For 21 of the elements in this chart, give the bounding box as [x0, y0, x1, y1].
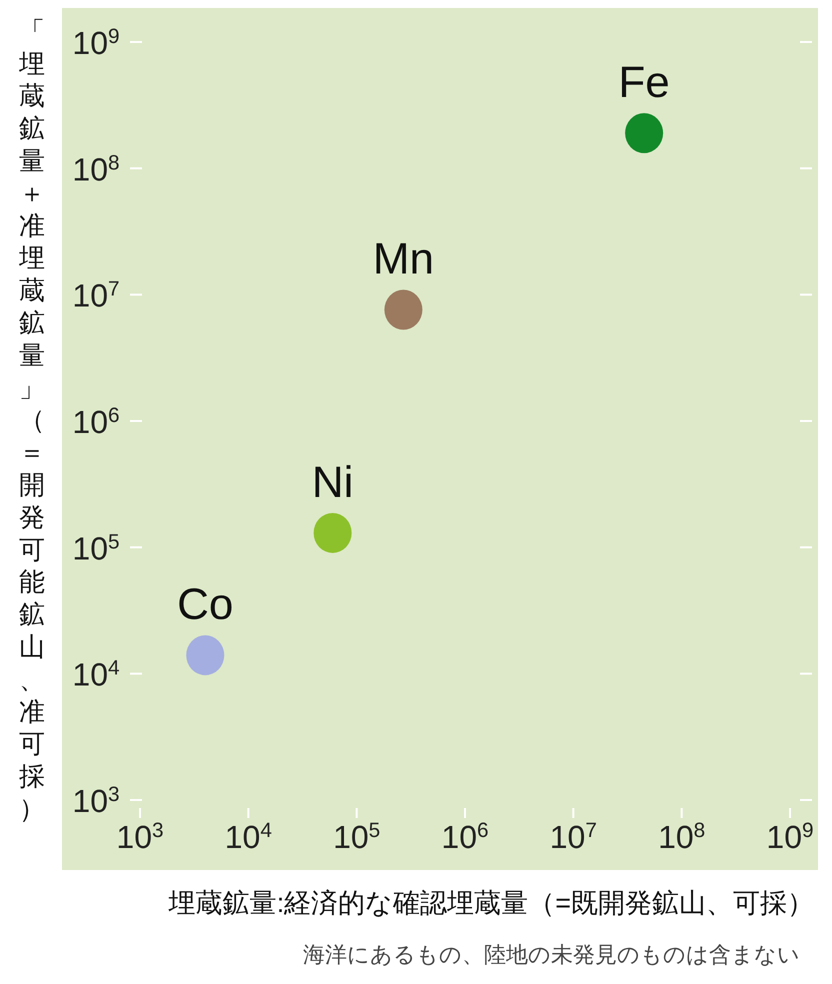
x-tick-label: 10$^{3}$ — [116, 818, 164, 855]
y-tick-label: 10$^{3}$ — [72, 782, 120, 819]
text: 海洋にあるもの、陸地の未発見のものは含まない — [303, 942, 800, 967]
y-tick-label: 10$^{9}$ — [72, 24, 120, 61]
series-label: Mn — [372, 234, 434, 284]
series-label: Ni — [312, 458, 354, 507]
x-axis-title: 埋蔵鉱量:経済的な確認埋蔵量（=既開発鉱山、可採） — [168, 888, 814, 918]
y-tick-label: 10$^{8}$ — [72, 150, 120, 188]
series-label: Co — [177, 580, 234, 630]
text: 「埋蔵鉱量＋准埋蔵鉱量」（＝開発可能鉱山、准可採） — [19, 16, 45, 824]
x-tick-label: 10$^{8}$ — [658, 818, 706, 855]
y-tick-label: 10$^{6}$ — [72, 404, 120, 440]
y-tick-label: 10$^{7}$ — [72, 277, 120, 314]
y-tick-label: 10$^{4}$ — [72, 656, 120, 693]
x-tick-label: 10$^{9}$ — [766, 818, 814, 855]
x-tick-label: 10$^{4}$ — [224, 818, 272, 855]
x-tick-label: 10$^{5}$ — [333, 818, 380, 855]
series-label: Fe — [618, 58, 670, 108]
x-tick-label: 10$^{7}$ — [550, 818, 597, 855]
y-tick-label: 10$^{5}$ — [72, 530, 120, 566]
x-tick-label: 10$^{6}$ — [441, 818, 489, 855]
